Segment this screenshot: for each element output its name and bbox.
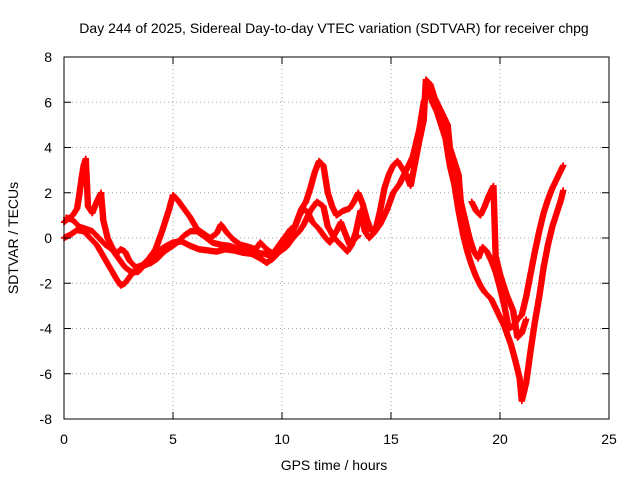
data-point-trail — [468, 263, 479, 279]
y-tick-label: -8 — [40, 411, 53, 427]
data-point-trail — [531, 294, 543, 324]
y-tick-label: -6 — [40, 366, 53, 382]
data-point-trail — [503, 292, 516, 313]
x-tick-label: 0 — [60, 431, 68, 447]
data-point-trail — [527, 319, 538, 354]
data-point-trail — [531, 229, 543, 254]
series-3 — [62, 182, 530, 341]
data-point-trail — [377, 186, 388, 213]
data-point-trail — [347, 233, 361, 248]
data-point-trail — [536, 265, 547, 299]
data-point — [355, 232, 362, 239]
y-tick-label: -4 — [40, 321, 53, 337]
x-axis-title: GPS time / hours — [281, 457, 388, 473]
data-point-trail — [490, 184, 499, 259]
data-point-trail — [107, 265, 119, 281]
data-point — [560, 162, 567, 169]
data-point-trail — [481, 192, 492, 209]
data-point-trail — [377, 208, 390, 227]
data-point-trail — [187, 215, 200, 232]
data-point-trail — [338, 220, 348, 236]
y-tick-label: 8 — [44, 49, 52, 65]
data-point-trail — [76, 177, 85, 198]
data-point-trail — [310, 219, 322, 232]
data-point-trail — [100, 217, 111, 241]
data-point-trail — [488, 258, 499, 275]
data-points — [60, 76, 567, 405]
data-point-trail — [82, 156, 92, 209]
data-point-trail — [407, 161, 418, 188]
y-tick-label: 4 — [44, 140, 52, 156]
x-tick-label: 5 — [169, 431, 177, 447]
data-point-trail — [518, 294, 530, 317]
axis-ticks: 0 5 10 15 20 25 -8 -6 -4 -2 0 2 4 6 8 — [40, 49, 617, 447]
x-tick-label: 20 — [492, 431, 508, 447]
series-1 — [60, 85, 567, 405]
y-axis-title: SDTVAR / TECUs — [5, 182, 21, 294]
data-point-trail — [545, 186, 556, 202]
data-point-trail — [412, 138, 423, 166]
data-point-trail — [320, 163, 331, 195]
data-point-trail — [94, 242, 106, 259]
data-point-trail — [512, 358, 523, 381]
data-point-trail — [527, 249, 538, 277]
x-tick-label: 10 — [274, 431, 290, 447]
x-tick-label: 25 — [601, 431, 617, 447]
data-point-trail — [420, 77, 429, 123]
y-tick-label: 2 — [44, 185, 52, 201]
data-point-trail — [488, 296, 501, 315]
data-point-trail — [70, 217, 82, 229]
x-tick-label: 15 — [383, 431, 399, 447]
data-point — [560, 187, 567, 194]
data-point-trail — [455, 172, 464, 204]
data-point-trail — [277, 240, 289, 252]
data-point-trail — [536, 211, 547, 234]
y-tick-label: 0 — [44, 230, 52, 246]
data-point-trail — [135, 262, 147, 275]
y-tick-label: 6 — [44, 94, 52, 110]
y-tick-label: -2 — [40, 275, 53, 291]
data-point-trail — [501, 303, 512, 331]
data-point-trail — [451, 181, 462, 213]
data-point-trail — [100, 253, 113, 270]
data-point-trail — [283, 229, 296, 245]
data-point-trail — [96, 235, 108, 248]
data-point-trail — [290, 228, 302, 241]
chart-title: Day 244 of 2025, Sidereal Day-to-day VTE… — [79, 20, 588, 36]
data-point-trail — [403, 154, 416, 173]
data-point-trail — [523, 349, 534, 385]
data-point-trail — [510, 308, 521, 340]
data-point — [522, 316, 530, 323]
data-point-trail — [327, 229, 340, 245]
data-point-trail — [455, 208, 466, 236]
data-point-trail — [98, 190, 107, 222]
data-point-trail — [225, 231, 237, 243]
data-point-trail — [523, 272, 534, 299]
data-point-trail — [495, 310, 508, 329]
data-point-trail — [257, 240, 270, 252]
data-point-trail — [540, 242, 551, 270]
data-point-trail — [545, 224, 556, 247]
data-point-trail — [292, 213, 303, 229]
